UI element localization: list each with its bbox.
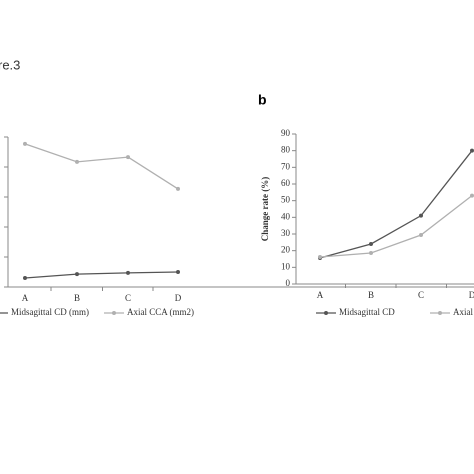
legend-label: Axial CCA (mm2) xyxy=(127,307,194,317)
legend-marker xyxy=(112,311,116,315)
legend-label: Axial CC xyxy=(453,307,474,317)
y-tick-label: 0 xyxy=(286,278,291,288)
legend-marker xyxy=(438,311,442,315)
series-line xyxy=(319,195,473,258)
y-tick-label: 50 xyxy=(281,195,291,205)
point xyxy=(75,159,79,164)
panel-label: b xyxy=(258,92,267,108)
y-tick-label: 40 xyxy=(281,211,291,221)
figure-label: re.3 xyxy=(0,57,20,72)
legend-marker xyxy=(324,311,328,315)
point xyxy=(419,233,423,237)
point xyxy=(470,148,474,153)
x-tick-label: B xyxy=(368,290,374,300)
x-tick-label: D xyxy=(175,293,182,303)
x-tick-label: C xyxy=(418,290,424,300)
point xyxy=(23,141,27,146)
y-tick-label: 20 xyxy=(281,245,291,255)
x-tick-label: B xyxy=(74,293,80,303)
point xyxy=(176,186,180,191)
x-tick-label: A xyxy=(22,293,29,303)
legend-label: Midsagittal CD (mm) xyxy=(11,307,89,317)
series-line xyxy=(319,150,473,259)
y-axis-label: Change rate (%) xyxy=(260,177,270,242)
series-line xyxy=(24,271,179,279)
point xyxy=(419,213,423,218)
point xyxy=(470,193,474,198)
point xyxy=(369,251,373,255)
y-tick-label: 70 xyxy=(281,161,291,171)
y-tick-label: 90 xyxy=(281,128,291,138)
y-tick-label: 60 xyxy=(281,178,291,188)
x-tick-label: D xyxy=(469,290,474,300)
point xyxy=(23,276,27,280)
series-line xyxy=(24,143,179,190)
point xyxy=(126,155,130,160)
point xyxy=(369,242,373,246)
x-tick-label: C xyxy=(125,293,131,303)
y-tick-label: 80 xyxy=(281,145,291,155)
legend-label: Midsagittal CD xyxy=(339,307,395,317)
y-tick-label: 10 xyxy=(281,261,291,271)
point xyxy=(176,270,180,274)
point xyxy=(126,270,130,275)
point xyxy=(75,272,79,277)
y-tick-label: 30 xyxy=(281,228,291,238)
x-tick-label: A xyxy=(317,290,324,300)
point xyxy=(318,255,322,259)
